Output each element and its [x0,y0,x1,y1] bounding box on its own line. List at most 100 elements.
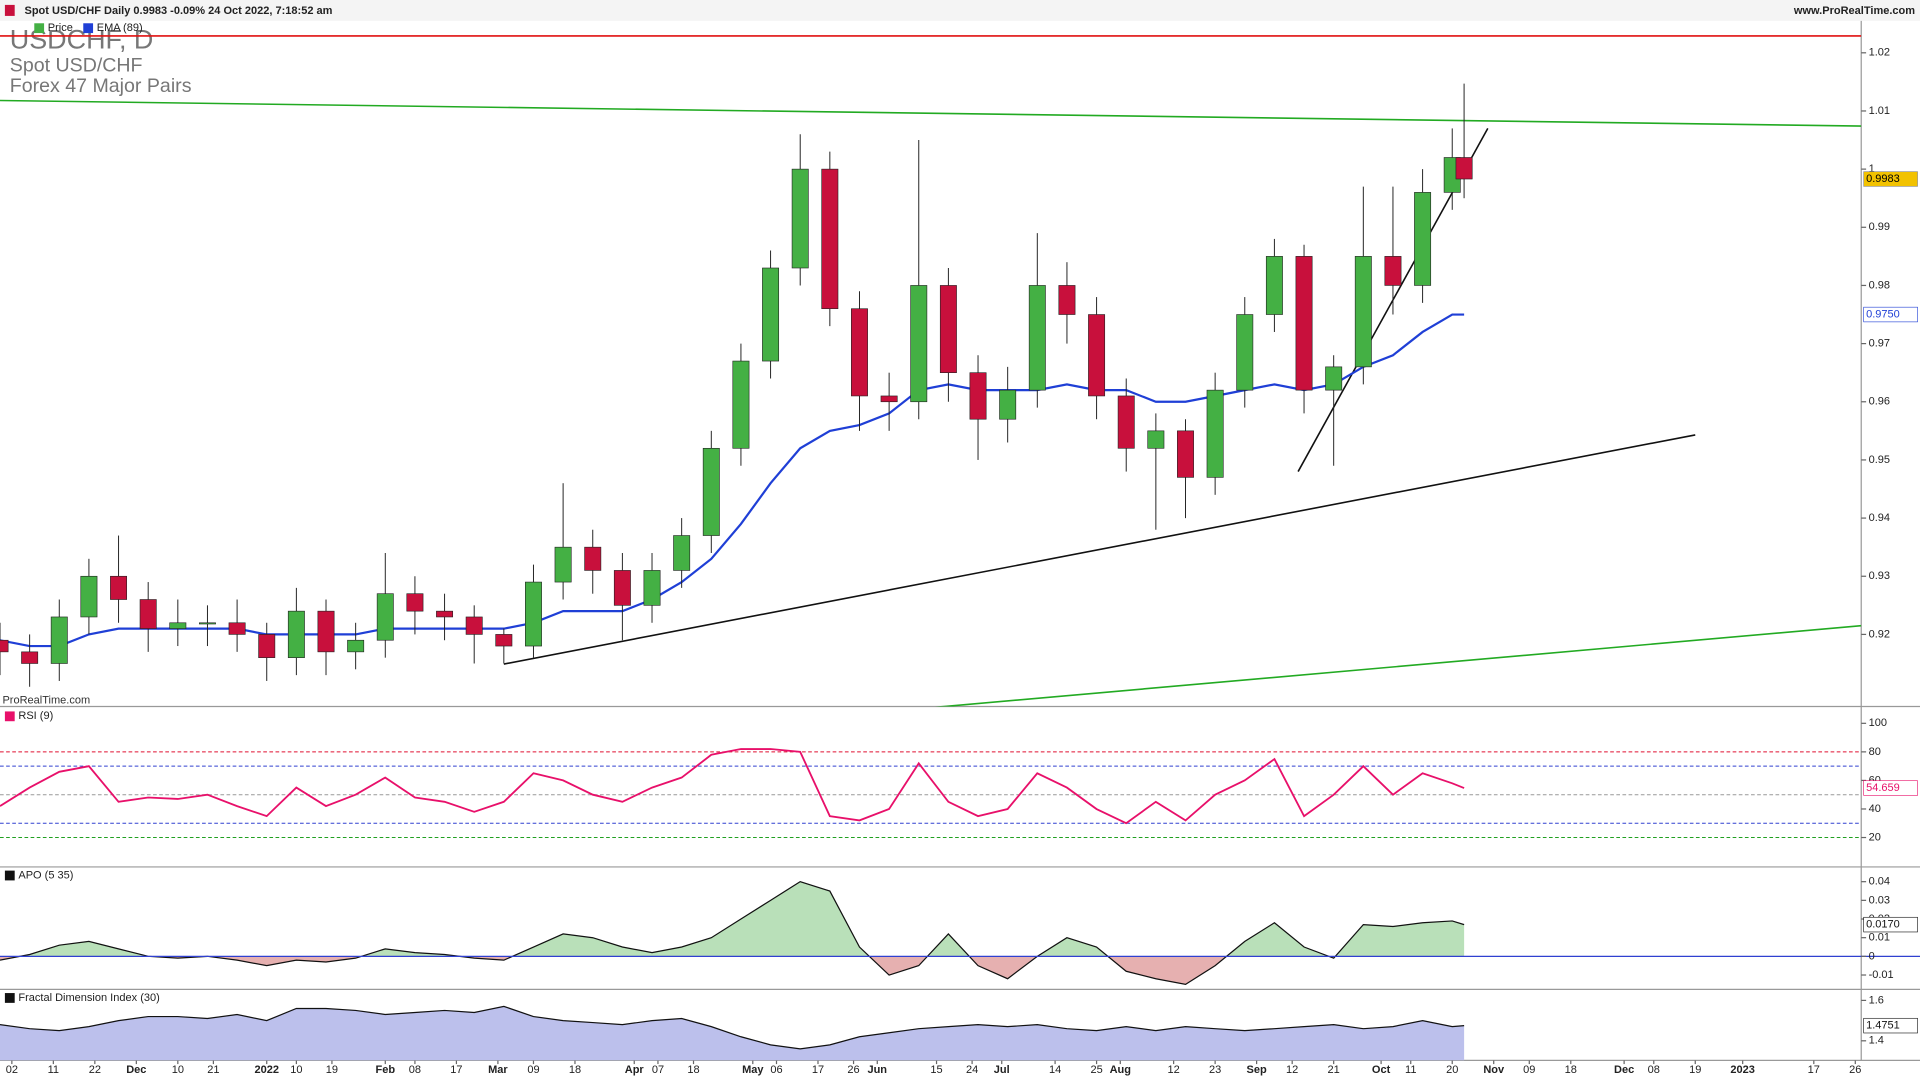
candle-body [880,395,898,403]
x-tick-label: Aug [1110,1064,1131,1076]
x-tick-label: 12 [1286,1064,1298,1076]
chart-title: USDCHF, D [10,25,154,55]
logo [4,4,15,16]
candle-body [1147,430,1165,449]
price-tag [1863,306,1918,323]
x-tick-label: 26 [1849,1064,1861,1076]
x-tick-label: 08 [1648,1064,1660,1076]
price-tag-label: 0.0170 [1866,919,1900,931]
y-tick-label: 1.01 [1869,105,1890,117]
x-tick-label: 10 [290,1064,302,1076]
y-tick-label: 0.96 [1869,396,1890,408]
candle-body [791,168,809,269]
y-tick-label: -0.01 [1869,969,1894,981]
candle-body [702,447,720,536]
x-tick-label: Dec [1614,1064,1634,1076]
candle-body [347,639,365,653]
candle-body [495,634,513,647]
x-tick-label: 09 [527,1064,539,1076]
ema-line [0,313,1465,648]
legend-swatch [4,711,15,722]
x-tick-label: 02 [6,1064,18,1076]
x-tick-label: Nov [1483,1064,1505,1076]
x-tick-label: 12 [1168,1064,1180,1076]
legend-swatch [83,23,94,34]
candle-body [732,360,750,449]
candle-body [584,546,602,571]
x-tick-label: Sep [1247,1064,1267,1076]
legend-swatch [4,993,15,1003]
candle-body [554,546,572,583]
watermark: ProRealTime.com [2,694,90,706]
y-tick-label: 1 [1869,163,1875,175]
top-bar [0,0,1920,21]
x-tick-label: 17 [450,1064,462,1076]
y-tick-label: 0.99 [1869,221,1890,233]
x-tick-label: Jul [994,1064,1010,1076]
x-tick-label: 09 [1523,1064,1535,1076]
y-tick-label: 0.93 [1869,570,1890,582]
legend-label: RSI (9) [18,710,53,722]
x-tick-label: 19 [326,1064,338,1076]
x-tick-label: 23 [1209,1064,1221,1076]
candle-body [1354,256,1372,368]
candle-body [1058,285,1076,315]
y-tick-label: 1.4 [1869,1035,1884,1047]
y-tick-label: 80 [1869,746,1881,758]
candle-body [1384,256,1402,286]
x-tick-label: 21 [207,1064,219,1076]
x-tick-label: 10 [172,1064,184,1076]
price-tag-label: 0.9983 [1866,173,1900,185]
x-tick-label: May [742,1064,764,1076]
chart-subtitle: Spot USD/CHF [10,54,143,76]
candle-body [673,535,691,571]
trend-line [934,624,1862,707]
y-tick-label: 1.02 [1869,47,1890,59]
candle-body [1265,256,1283,315]
candle-body [821,168,839,310]
x-tick-label: 18 [569,1064,581,1076]
y-tick-label: 0.92 [1869,628,1890,640]
x-tick-label: 11 [48,1064,59,1076]
candle-body [969,372,987,420]
candle-body [80,575,98,618]
candle-body [1177,430,1194,478]
candle-body [1236,314,1254,391]
price-tag [1863,1017,1918,1034]
header-info: Spot USD/CHF Daily 0.9983 -0.09% 24 Oct … [24,5,332,17]
legend-label: Fractal Dimension Index (30) [18,992,159,1004]
x-tick-label: 26 [847,1064,859,1076]
x-tick-label: Apr [625,1064,645,1076]
candle-body [110,575,128,600]
candle-body [999,389,1017,420]
candle-body [1295,256,1313,391]
candle-body [525,581,542,647]
candle-body [762,267,780,362]
x-tick-label: 17 [1808,1064,1820,1076]
x-tick-label: 19 [1689,1064,1701,1076]
x-tick-label: 2023 [1730,1064,1755,1076]
y-tick-label: 0.01 [1869,932,1890,944]
price-tag-label: 1.4751 [1866,1020,1900,1032]
candle-body [1325,366,1343,391]
x-tick-label: 24 [966,1064,978,1076]
x-tick-label: 17 [812,1064,824,1076]
x-tick-label: 18 [687,1064,699,1076]
candle-body [1455,157,1473,180]
price-tag [1863,171,1918,187]
candle-body [0,639,9,653]
price-tag-label: 0.9750 [1866,308,1900,320]
indicator-line [0,1005,1465,1050]
x-tick-label: Mar [488,1064,508,1076]
x-tick-label: 2022 [254,1064,279,1076]
x-tick-label: 25 [1090,1064,1102,1076]
legend-swatch [34,23,45,34]
y-tick-label: 0.03 [1869,894,1890,906]
candle-body [1414,192,1432,286]
candle-body [436,610,454,618]
candle-body [139,599,157,629]
legend-label: EMA (89) [97,22,143,34]
chart-subtitle: Forex 47 Major Pairs [10,75,192,97]
candle-body [287,610,305,658]
